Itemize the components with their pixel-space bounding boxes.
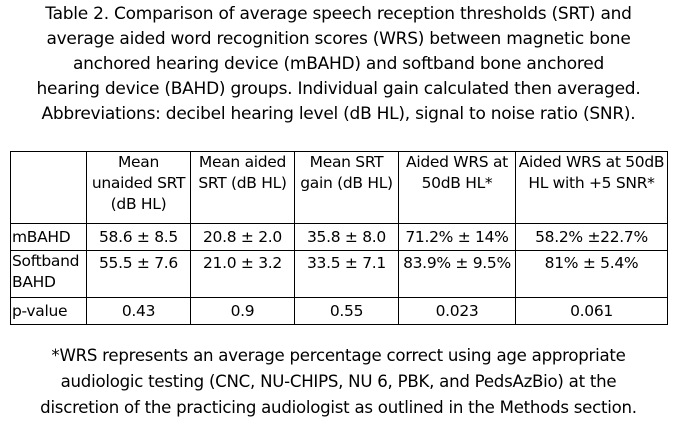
row-label: mBAHD [10, 223, 87, 251]
row-label: p-value [10, 297, 87, 325]
table-cell: 0.061 [515, 297, 668, 325]
table-cell: 35.8 ± 8.0 [294, 223, 399, 251]
caption-line: hearing device (BAHD) groups. Individual… [36, 79, 641, 99]
header-mean-aided-srt: Mean aided SRT (dB HL) [190, 151, 295, 224]
footnote-line: *WRS represents an average percentage co… [51, 346, 626, 365]
table-footnote: *WRS represents an average percentage co… [4, 343, 673, 421]
table-cell: 58.2% ±22.7% [515, 223, 668, 251]
table-cell: 83.9% ± 9.5% [398, 250, 516, 298]
row-label: Softband BAHD [10, 250, 87, 298]
caption-line: Table 2. Comparison of average speech re… [45, 4, 632, 24]
table-row: mBAHD 58.6 ± 8.5 20.8 ± 2.0 35.8 ± 8.0 7… [10, 223, 668, 251]
table-cell: 58.6 ± 8.5 [86, 223, 191, 251]
table-cell: 0.43 [86, 297, 191, 325]
header-aided-wrs-50db-snr: Aided WRS at 50dB HL with +5 SNR* [515, 151, 668, 224]
footnote-line: audiologic testing (CNC, NU-CHIPS, NU 6,… [60, 372, 617, 391]
table-cell: 0.9 [190, 297, 295, 325]
table-caption: Table 2. Comparison of average speech re… [4, 2, 673, 127]
table-cell: 20.8 ± 2.0 [190, 223, 295, 251]
table-cell: 33.5 ± 7.1 [294, 250, 399, 298]
caption-line: anchored hearing device (mBAHD) and soft… [72, 54, 605, 74]
header-mean-srt-gain: Mean SRT gain (dB HL) [294, 151, 399, 224]
table-row: Softband BAHD 55.5 ± 7.6 21.0 ± 3.2 33.5… [10, 250, 668, 298]
table-cell: 0.55 [294, 297, 399, 325]
caption-line: Abbreviations: decibel hearing level (dB… [41, 104, 636, 124]
footnote-line: discretion of the practicing audiologist… [40, 398, 637, 417]
table-row: p-value 0.43 0.9 0.55 0.023 0.061 [10, 297, 668, 325]
table-cell: 81% ± 5.4% [515, 250, 668, 298]
table-cell: 21.0 ± 3.2 [190, 250, 295, 298]
table-cell: 0.023 [398, 297, 516, 325]
header-mean-unaided-srt: Mean unaided SRT (dB HL) [86, 151, 191, 224]
table-header-row: Mean unaided SRT (dB HL) Mean aided SRT … [10, 151, 668, 224]
table-cell: 71.2% ± 14% [398, 223, 516, 251]
caption-line: average aided word recognition scores (W… [46, 29, 631, 49]
results-table: Mean unaided SRT (dB HL) Mean aided SRT … [10, 151, 668, 325]
table-cell: 55.5 ± 7.6 [86, 250, 191, 298]
header-corner-cell [10, 151, 87, 224]
header-aided-wrs-50db: Aided WRS at 50dB HL* [398, 151, 516, 224]
